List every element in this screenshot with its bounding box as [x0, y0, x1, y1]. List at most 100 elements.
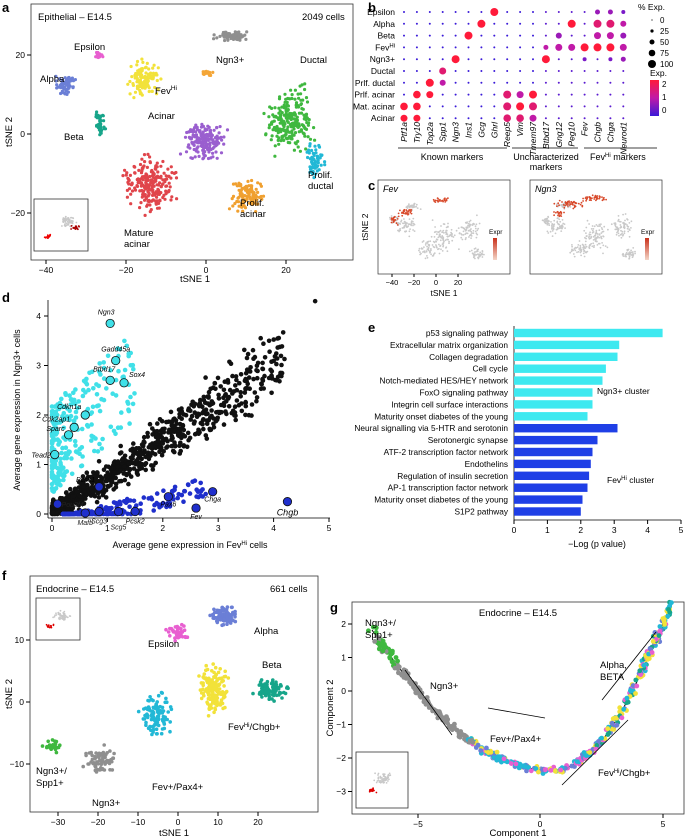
- prolif-acinar-cell: [236, 209, 240, 213]
- mature-acinar-cell: [136, 177, 140, 181]
- gene-point: [203, 375, 208, 380]
- pathway-label: Neural signalling via 5-HTR and serotoni…: [354, 423, 508, 433]
- ngn3-enriched-gene: [50, 408, 55, 414]
- expressing-cell: [553, 214, 555, 217]
- ytick-label: 0: [20, 129, 25, 139]
- fevhi-chgb-cell: [198, 688, 203, 692]
- expressing-cell: [563, 211, 565, 214]
- inset-cell: [377, 777, 380, 780]
- inset-cell: [62, 612, 65, 614]
- beta-cell: [101, 114, 105, 118]
- alpha-cell: [63, 86, 67, 91]
- epsilon-cell: [177, 635, 182, 639]
- gene-point: [92, 474, 97, 479]
- f-label-fevchgb: FevHi/Chgb+: [228, 722, 281, 733]
- label-fev: FevHi: [155, 85, 177, 97]
- inset-cell: [377, 772, 380, 775]
- ngn3-enriched-gene: [87, 370, 92, 376]
- fev-pax4-cell: [166, 710, 170, 714]
- pseudotime-cell: [393, 655, 399, 660]
- background-cell: [551, 230, 554, 232]
- gene-point: [76, 498, 81, 503]
- background-cell: [617, 232, 620, 235]
- expressing-cell: [574, 202, 576, 204]
- pathway-bar: [514, 364, 606, 373]
- mature-acinar-cell: [130, 183, 134, 187]
- mature-acinar-cell: [145, 177, 149, 181]
- background-cell: [621, 232, 623, 235]
- gene-point: [195, 411, 201, 417]
- ngn3-enriched-gene: [126, 407, 131, 413]
- background-cell: [404, 230, 407, 233]
- inset-highlight-cell: [48, 626, 51, 629]
- ngn3-spp1-cell: [46, 739, 50, 744]
- alpha-cell: [221, 622, 226, 627]
- dotplot-dot: [620, 20, 627, 27]
- alpha-cell: [211, 616, 215, 620]
- dotplot-dot: [506, 58, 509, 61]
- mature-acinar-cell: [158, 181, 162, 185]
- inset-cell: [377, 774, 379, 776]
- background-cell: [600, 227, 603, 229]
- acinar-cell: [203, 150, 207, 154]
- gene-point: [271, 337, 277, 342]
- epsilon-cell: [185, 635, 190, 639]
- ngn3-enriched-gene: [73, 387, 78, 392]
- prolif-acinar-cell: [250, 178, 254, 183]
- acinar-cell: [212, 128, 216, 132]
- legend-size-label: 75: [660, 49, 669, 58]
- inset-cell: [64, 614, 67, 617]
- dotplot-dot: [609, 105, 612, 108]
- ngn3-enriched-gene: [75, 405, 80, 411]
- dotplot-dot: [480, 105, 483, 108]
- background-cell: [463, 227, 465, 230]
- background-cell: [624, 219, 626, 222]
- background-cell: [630, 220, 633, 223]
- background-cell: [595, 231, 598, 234]
- xtick-label: 10: [213, 817, 223, 827]
- dotplot-dot: [570, 11, 573, 13]
- acinar-cell: [197, 154, 201, 158]
- mature-acinar-cell: [164, 184, 168, 188]
- background-cell: [603, 225, 606, 228]
- acinar-cell: [219, 135, 223, 139]
- gene-point: [242, 378, 248, 384]
- ngn3-enriched-gene: [76, 399, 81, 404]
- mature-acinar-cell: [159, 176, 163, 180]
- gene-point: [181, 427, 187, 433]
- gene-point: [238, 372, 244, 377]
- acinar-cell: [207, 146, 212, 151]
- prolif-acinar-cell: [243, 205, 247, 209]
- alpha-cell: [60, 80, 64, 84]
- panel-c-right-expr: Expr: [641, 229, 655, 236]
- background-cell: [551, 224, 553, 227]
- background-cell: [556, 221, 559, 224]
- dotplot-dot: [557, 105, 560, 108]
- dotplot-col-label: Reep5: [502, 122, 512, 147]
- background-cell: [409, 228, 411, 231]
- gene-point: [161, 449, 166, 454]
- prolif-ductal-cell: [308, 165, 312, 169]
- preendocrine-cell: [136, 78, 140, 82]
- ductal-cell: [267, 115, 271, 119]
- background-cell: [458, 232, 461, 234]
- prolif-ductal-cell: [314, 151, 318, 155]
- ngn3-enriched-gene: [90, 404, 96, 410]
- alpha-cell: [59, 82, 63, 86]
- preendocrine-cell: [133, 74, 138, 78]
- mature-acinar-cell: [133, 165, 137, 169]
- pathway-bar: [514, 435, 598, 445]
- acinar-cell: [198, 129, 202, 133]
- legend-color-tick-1: 1: [662, 93, 667, 102]
- dotplot-dot: [415, 46, 418, 49]
- background-cell: [554, 232, 557, 235]
- ductal-cell: [303, 82, 307, 86]
- ductal-cell: [278, 95, 282, 99]
- pathway-bar: [514, 412, 588, 421]
- background-cell: [620, 229, 622, 232]
- inset-cell: [52, 616, 54, 619]
- gene-point: [113, 475, 118, 481]
- fevhi-chgb-cell: [201, 675, 205, 679]
- gene-point: [81, 484, 86, 489]
- expressing-cell: [444, 197, 446, 200]
